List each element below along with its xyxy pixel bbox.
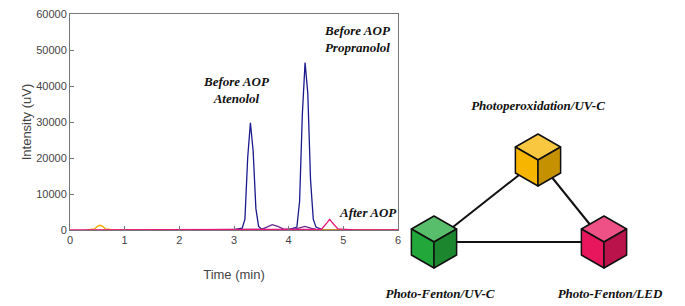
svg-text:0: 0 <box>61 224 67 236</box>
svg-text:2: 2 <box>176 234 182 246</box>
svg-text:Photo-Fenton/UV-C: Photo-Fenton/UV-C <box>385 286 494 301</box>
svg-text:50000: 50000 <box>36 44 67 56</box>
svg-text:Intensity (uV): Intensity (uV) <box>19 84 34 161</box>
svg-text:1: 1 <box>122 234 128 246</box>
svg-text:10000: 10000 <box>36 188 67 200</box>
svg-text:Photoperoxidation/UV-C: Photoperoxidation/UV-C <box>471 98 605 113</box>
svg-text:After AOP: After AOP <box>339 205 397 220</box>
svg-text:6: 6 <box>395 234 401 246</box>
svg-text:Photo-Fenton/LED: Photo-Fenton/LED <box>558 286 663 301</box>
svg-text:Before AOPAtenolol: Before AOPAtenolol <box>203 74 270 106</box>
svg-text:4: 4 <box>286 234 292 246</box>
svg-text:Before AOPPropranolol: Before AOPPropranolol <box>324 23 391 55</box>
svg-text:20000: 20000 <box>36 152 67 164</box>
svg-text:30000: 30000 <box>36 116 67 128</box>
svg-text:40000: 40000 <box>36 80 67 92</box>
svg-text:Time (min): Time (min) <box>203 267 265 282</box>
svg-text:0: 0 <box>67 234 73 246</box>
svg-text:5: 5 <box>340 234 346 246</box>
svg-text:3: 3 <box>231 234 237 246</box>
svg-text:60000: 60000 <box>36 8 67 20</box>
